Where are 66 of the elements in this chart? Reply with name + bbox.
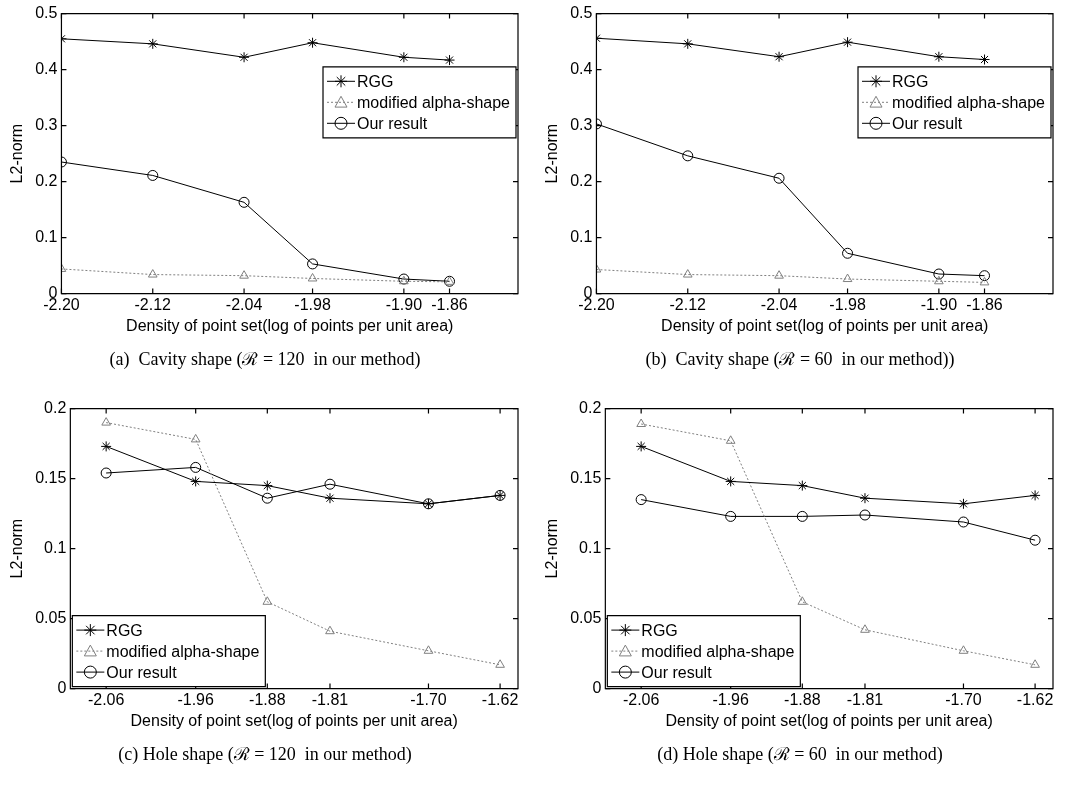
y-tick-label: 0.1 — [44, 539, 67, 557]
y-axis-title: L2-norm — [8, 518, 26, 579]
x-tick-label: -2.06 — [87, 690, 125, 708]
legend-label: modified alpha-shape — [106, 642, 260, 660]
y-tick-label: 0.1 — [570, 228, 593, 246]
x-axis-title: Density of point set(log of points per unit area) — [665, 711, 993, 729]
text: (c) Hole shape (ℛ = 120 in our method) — [117, 743, 413, 765]
x-tick-label: -1.98 — [829, 295, 866, 313]
x-tick-label: -2.04 — [225, 295, 263, 313]
legend-label: Our result — [357, 114, 428, 132]
y-tick-label: 0.4 — [35, 60, 58, 78]
y-tick-label: 0.3 — [570, 116, 593, 134]
x-tick-label: -1.98 — [294, 295, 331, 313]
x-tick-label: -1.96 — [712, 690, 750, 708]
y-tick-label: 0.4 — [570, 60, 593, 78]
legend-label: RGG — [892, 72, 929, 90]
x-tick-label: -1.70 — [945, 690, 982, 708]
y-axis-title: L2-norm — [543, 123, 561, 184]
y-tick-label: 0 — [57, 679, 67, 697]
text: (d) Hole shape (ℛ = 60 in our method) — [656, 743, 944, 765]
y-tick-label: 0.2 — [35, 172, 58, 190]
x-tick-label: -1.86 — [966, 295, 1003, 313]
legend-label: RGG — [106, 621, 143, 639]
y-tick-label: 0.3 — [35, 116, 58, 134]
text: (b) Cavity shape (ℛ = 60 in our method)) — [644, 348, 956, 370]
y-tick-label: 0.1 — [35, 228, 58, 246]
x-tick-label: -2.06 — [622, 690, 660, 708]
x-tick-label: -1.81 — [311, 690, 349, 708]
y-tick-label: 0.2 — [44, 399, 67, 417]
x-tick-label: -1.81 — [846, 690, 884, 708]
legend-label: modified alpha-shape — [892, 93, 1046, 111]
x-tick-label: -2.12 — [669, 295, 707, 313]
y-tick-label: 0.1 — [579, 539, 602, 557]
x-tick-label: -1.90 — [920, 295, 958, 313]
x-axis-title: Density of point set(log of points per unit area) — [126, 316, 454, 334]
y-axis-title: L2-norm — [8, 123, 26, 184]
x-tick-label: -1.90 — [385, 295, 423, 313]
y-tick-label: 0.05 — [570, 609, 602, 627]
y-tick-label: 0 — [592, 679, 602, 697]
x-tick-label: -1.62 — [481, 690, 519, 708]
y-tick-label: 0.5 — [35, 4, 58, 22]
x-axis-title: Density of point set(log of points per unit area) — [130, 711, 458, 729]
legend-label: RGG — [641, 621, 678, 639]
y-axis-title: L2-norm — [543, 518, 561, 579]
legend-label: modified alpha-shape — [641, 642, 795, 660]
y-tick-label: 0.2 — [570, 172, 593, 190]
y-tick-label: 0.5 — [570, 4, 593, 22]
y-tick-label: 0.2 — [579, 399, 602, 417]
x-axis-title: Density of point set(log of points per unit area) — [661, 316, 989, 334]
legend-label: RGG — [357, 72, 394, 90]
x-tick-label: -1.96 — [177, 690, 215, 708]
y-tick-label: 0.15 — [570, 469, 602, 487]
text: (a) Cavity shape (ℛ = 120 in our method) — [108, 348, 422, 370]
legend-label: Our result — [106, 663, 178, 681]
y-tick-label: 0.05 — [35, 609, 67, 627]
x-tick-label: -2.04 — [760, 295, 798, 313]
y-tick-label: 0.15 — [35, 469, 67, 487]
x-tick-label: -2.12 — [134, 295, 172, 313]
x-tick-label: -1.62 — [1016, 690, 1054, 708]
x-tick-label: -1.70 — [410, 690, 447, 708]
legend-label: Our result — [641, 663, 713, 681]
legend-label: modified alpha-shape — [357, 93, 511, 111]
x-tick-label: -1.88 — [249, 690, 286, 708]
x-tick-label: -1.88 — [784, 690, 821, 708]
x-tick-label: -1.86 — [431, 295, 468, 313]
legend-label: Our result — [892, 114, 963, 132]
